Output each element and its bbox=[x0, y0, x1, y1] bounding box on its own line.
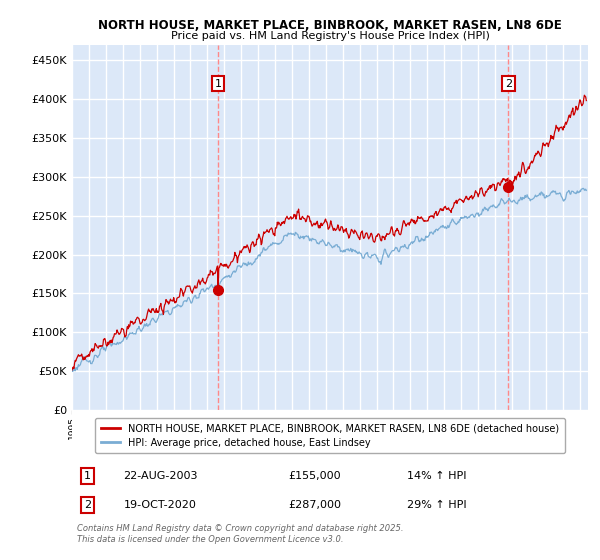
Text: 2: 2 bbox=[505, 78, 512, 88]
Text: 29% ↑ HPI: 29% ↑ HPI bbox=[407, 500, 467, 510]
Legend: NORTH HOUSE, MARKET PLACE, BINBROOK, MARKET RASEN, LN8 6DE (detached house), HPI: NORTH HOUSE, MARKET PLACE, BINBROOK, MAR… bbox=[95, 418, 565, 454]
Text: NORTH HOUSE, MARKET PLACE, BINBROOK, MARKET RASEN, LN8 6DE: NORTH HOUSE, MARKET PLACE, BINBROOK, MAR… bbox=[98, 18, 562, 32]
Text: 1: 1 bbox=[84, 471, 91, 480]
Text: Contains HM Land Registry data © Crown copyright and database right 2025.
This d: Contains HM Land Registry data © Crown c… bbox=[77, 525, 404, 544]
Text: 19-OCT-2020: 19-OCT-2020 bbox=[124, 500, 196, 510]
Text: £287,000: £287,000 bbox=[289, 500, 342, 510]
Text: 22-AUG-2003: 22-AUG-2003 bbox=[124, 471, 198, 480]
Text: 2: 2 bbox=[84, 500, 91, 510]
Text: 14% ↑ HPI: 14% ↑ HPI bbox=[407, 471, 467, 480]
Text: 1: 1 bbox=[215, 78, 221, 88]
Text: Price paid vs. HM Land Registry's House Price Index (HPI): Price paid vs. HM Land Registry's House … bbox=[170, 31, 490, 41]
Text: £155,000: £155,000 bbox=[289, 471, 341, 480]
